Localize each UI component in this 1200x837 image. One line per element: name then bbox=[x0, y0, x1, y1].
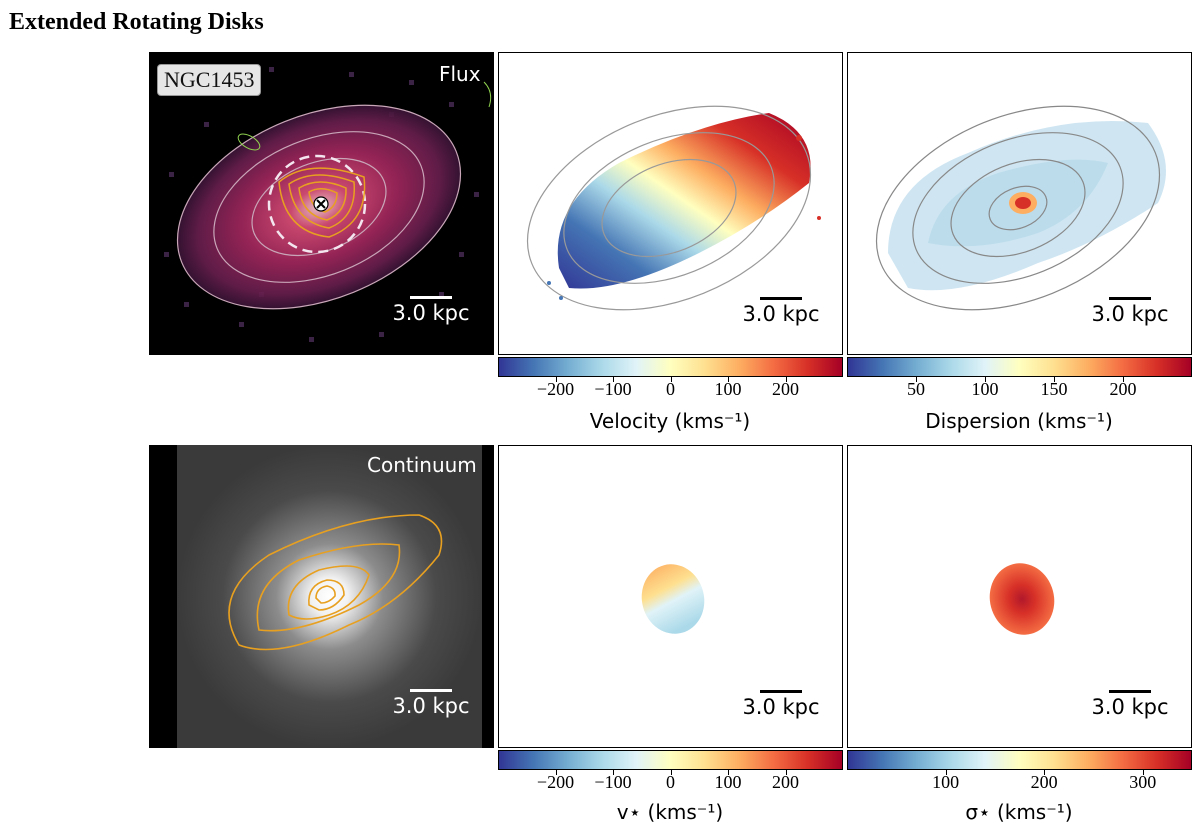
stellar-velocity-tick-label: −100 bbox=[594, 772, 632, 792]
flux-scale-label: 3.0 kpc bbox=[392, 301, 470, 325]
center-marker-icon bbox=[313, 196, 329, 212]
dispersion-tick-label: 200 bbox=[1109, 379, 1137, 399]
stellar-velocity-tick bbox=[670, 770, 672, 775]
stellar-dispersion-scale-label: 3.0 kpc bbox=[1091, 695, 1169, 719]
flux-map bbox=[164, 67, 492, 342]
stellar-dispersion-scalebar: 3.0 kpc bbox=[1086, 690, 1174, 719]
stellar-velocity-tick-label: 100 bbox=[714, 772, 742, 792]
velocity-tick-label: −100 bbox=[594, 379, 632, 399]
dispersion-scale-label: 3.0 kpc bbox=[1091, 302, 1169, 326]
velocity-scalebar: 3.0 kpc bbox=[737, 297, 825, 326]
dispersion-colorbar bbox=[847, 357, 1192, 377]
velocity-colorbar-label: Velocity (kms⁻¹) bbox=[589, 409, 751, 433]
stellar-velocity-scale-label: 3.0 kpc bbox=[742, 695, 820, 719]
dispersion-tick-label: 100 bbox=[971, 379, 999, 399]
stellar-velocity-tick-label: −200 bbox=[536, 772, 575, 792]
velocity-scale-label: 3.0 kpc bbox=[742, 302, 820, 326]
dispersion-tick-label: 50 bbox=[907, 379, 925, 399]
stellar-velocity-colorbar-label: v⋆ (kms⁻¹) bbox=[616, 800, 724, 824]
dispersion-tick bbox=[1123, 377, 1124, 382]
dispersion-colorbar-label: Dispersion (kms⁻¹) bbox=[925, 409, 1113, 433]
stellar-dispersion-colorbar bbox=[847, 750, 1192, 770]
continuum-scalebar: 3.0 kpc bbox=[387, 689, 475, 718]
velocity-tick bbox=[728, 377, 729, 382]
velocity-tick-label: 0 bbox=[666, 379, 675, 399]
stellar-velocity-tick bbox=[728, 770, 729, 775]
stellar-dispersion-tick bbox=[1142, 770, 1144, 775]
stellar-velocity-scalebar: 3.0 kpc bbox=[737, 690, 825, 719]
dispersion-tick bbox=[916, 377, 917, 382]
continuum-label: Continuum bbox=[367, 453, 477, 477]
velocity-tick bbox=[555, 377, 557, 382]
flux-scalebar: 3.0 kpc bbox=[387, 296, 475, 325]
velocity-colorbar bbox=[498, 357, 843, 377]
stellar-dispersion-tick-label: 100 bbox=[932, 772, 960, 792]
stellar-dispersion-tick-label: 300 bbox=[1129, 772, 1157, 792]
stellar-dispersion-panel: 3.0 kpc bbox=[847, 445, 1192, 748]
stellar-velocity-map bbox=[641, 564, 705, 634]
stellar-velocity-tick bbox=[613, 770, 614, 775]
stellar-dispersion-tick bbox=[1044, 770, 1046, 775]
stellar-dispersion-colorbar-label: σ⋆ (kms⁻¹) bbox=[965, 800, 1073, 824]
dispersion-tick bbox=[1054, 377, 1055, 382]
velocity-panel: 3.0 kpc bbox=[498, 52, 843, 355]
stellar-velocity-tick-label: 0 bbox=[666, 772, 675, 792]
velocity-tick-label: −200 bbox=[536, 379, 575, 399]
dispersion-map bbox=[875, 105, 1166, 311]
continuum-scale-label: 3.0 kpc bbox=[392, 694, 470, 718]
flux-label: Flux bbox=[439, 62, 481, 86]
flux-panel: NGC1453 Flux 3.0 kpc bbox=[149, 52, 494, 355]
velocity-tick-label: 100 bbox=[714, 379, 742, 399]
dispersion-tick bbox=[985, 377, 986, 382]
stellar-velocity-tick bbox=[555, 770, 557, 775]
stellar-dispersion-tick bbox=[945, 770, 947, 775]
stellar-dispersion-map bbox=[989, 563, 1055, 635]
velocity-tick bbox=[785, 377, 787, 382]
stellar-dispersion-tick-label: 200 bbox=[1030, 772, 1058, 792]
dispersion-scalebar: 3.0 kpc bbox=[1086, 297, 1174, 326]
velocity-map bbox=[526, 105, 821, 311]
stellar-velocity-tick-label: 200 bbox=[772, 772, 799, 792]
velocity-tick bbox=[613, 377, 614, 382]
stellar-velocity-panel: 3.0 kpc bbox=[498, 445, 843, 748]
velocity-tick bbox=[670, 377, 672, 382]
stellar-velocity-tick bbox=[785, 770, 787, 775]
figure-title: Extended Rotating Disks bbox=[9, 9, 264, 35]
dispersion-tick-label: 150 bbox=[1040, 379, 1068, 399]
dispersion-panel: 3.0 kpc bbox=[847, 52, 1192, 355]
continuum-map bbox=[177, 445, 482, 748]
stellar-velocity-colorbar bbox=[498, 750, 843, 770]
continuum-panel: Continuum 3.0 kpc bbox=[149, 445, 494, 748]
galaxy-name: NGC1453 bbox=[157, 64, 262, 96]
velocity-tick-label: 200 bbox=[772, 379, 799, 399]
